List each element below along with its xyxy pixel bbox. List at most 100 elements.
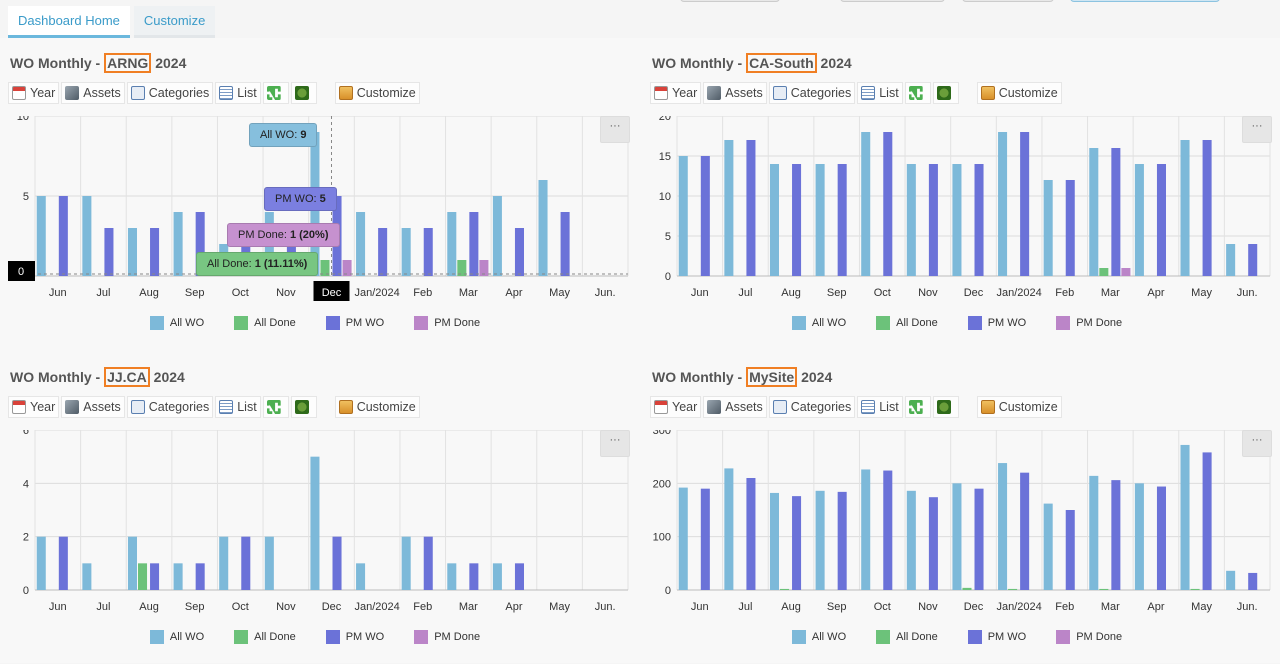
bar-all-wo[interactable] [447, 563, 457, 590]
bar-pm-wo[interactable] [1111, 148, 1121, 276]
bar-all-wo[interactable] [492, 563, 502, 590]
chart-menu-button[interactable]: ··· [1242, 116, 1272, 143]
bar-pm-wo[interactable] [1020, 472, 1030, 590]
bar-all-wo[interactable] [724, 468, 734, 590]
assets-button[interactable]: Assets [61, 82, 125, 104]
legend-item-pm-done[interactable]: PM Done [1056, 630, 1122, 644]
bar-all-wo[interactable] [769, 164, 780, 276]
bar-pm-done[interactable] [479, 260, 489, 276]
bar-pm-wo[interactable] [514, 228, 524, 276]
bar-all-wo[interactable] [998, 132, 1008, 276]
bar-pm-wo[interactable] [195, 212, 205, 276]
bar-all-wo[interactable] [127, 228, 138, 276]
bar-all-wo[interactable] [952, 164, 962, 276]
bar-pm-wo[interactable] [1065, 180, 1075, 276]
bar-all-wo[interactable] [1043, 503, 1053, 590]
bar-pm-wo[interactable] [1111, 480, 1121, 590]
categories-button[interactable]: Categories [768, 396, 856, 418]
year-button[interactable]: Year [8, 82, 60, 104]
bar-all-done[interactable] [1099, 268, 1109, 276]
bar-pm-wo[interactable] [700, 488, 710, 590]
bar-pm-wo[interactable] [837, 491, 847, 590]
list-button[interactable]: List [215, 396, 261, 418]
bar-all-wo[interactable] [219, 536, 229, 590]
bar-pm-wo[interactable] [1248, 572, 1258, 590]
bar-chart[interactable]: 0 100 200 300 Jun Jul Aug Sep Oct Nov Dec Jan/2024 F… [650, 430, 1272, 615]
bar-all-done[interactable] [962, 587, 972, 590]
bar-pm-wo[interactable] [423, 536, 433, 590]
bar-all-wo[interactable] [1180, 140, 1190, 276]
top-button-1[interactable] [680, 0, 780, 2]
bar-pm-wo[interactable] [974, 164, 984, 276]
bar-all-wo[interactable] [815, 164, 825, 276]
bar-pm-done[interactable] [1121, 268, 1131, 276]
year-button[interactable]: Year [8, 396, 60, 418]
bar-all-wo[interactable] [815, 490, 825, 590]
bar-all-wo[interactable] [724, 140, 734, 276]
bar-pm-wo[interactable] [1202, 140, 1212, 276]
assets-button[interactable]: Assets [703, 82, 767, 104]
assets-button[interactable]: Assets [703, 396, 767, 418]
expand-button[interactable] [262, 82, 289, 104]
top-button-2[interactable] [840, 0, 945, 2]
categories-button[interactable]: Categories [126, 82, 214, 104]
categories-button[interactable]: Categories [768, 82, 856, 104]
refresh-button[interactable] [932, 396, 959, 418]
bar-pm-wo[interactable] [883, 132, 893, 276]
chart-menu-button[interactable]: ··· [600, 430, 630, 457]
bar-pm-wo[interactable] [837, 164, 847, 276]
expand-button[interactable] [904, 82, 931, 104]
bar-all-wo[interactable] [310, 456, 320, 590]
assets-button[interactable]: Assets [61, 396, 125, 418]
bar-all-done[interactable] [138, 563, 148, 590]
bar-all-wo[interactable] [769, 492, 780, 590]
bar-all-wo[interactable] [82, 196, 92, 276]
bar-all-wo[interactable] [1043, 180, 1053, 276]
refresh-button[interactable] [932, 82, 959, 104]
categories-button[interactable]: Categories [126, 396, 214, 418]
bar-all-wo[interactable] [678, 156, 688, 276]
legend-item-pm-done[interactable]: PM Done [1056, 316, 1122, 330]
bar-pm-wo[interactable] [883, 470, 893, 590]
bar-all-done[interactable] [780, 588, 790, 590]
chart-menu-button[interactable]: ··· [600, 116, 630, 143]
legend-item-all-done[interactable]: All Done [234, 630, 296, 644]
bar-all-wo[interactable] [1089, 475, 1099, 590]
bar-pm-wo[interactable] [792, 164, 802, 276]
legend-item-pm-done[interactable]: PM Done [414, 630, 480, 644]
bar-all-done[interactable] [1190, 588, 1200, 590]
bar-all-done[interactable] [1008, 588, 1018, 590]
bar-pm-wo[interactable] [928, 164, 938, 276]
bar-all-wo[interactable] [356, 563, 366, 590]
bar-all-wo[interactable] [1134, 483, 1144, 590]
bar-all-wo[interactable] [82, 563, 92, 590]
legend-item-all-wo[interactable]: All WO [791, 630, 846, 644]
refresh-button[interactable] [290, 82, 317, 104]
bar-pm-wo[interactable] [150, 228, 160, 276]
list-button[interactable]: List [215, 82, 261, 104]
bar-all-wo[interactable] [1180, 444, 1190, 590]
bar-pm-wo[interactable] [928, 497, 938, 590]
bar-all-wo[interactable] [36, 196, 46, 276]
bar-pm-wo[interactable] [1020, 132, 1030, 276]
bar-all-wo[interactable] [906, 490, 916, 590]
customize-button[interactable]: Customize [976, 82, 1062, 104]
bar-pm-wo[interactable] [150, 563, 160, 590]
bar-all-done[interactable] [457, 260, 467, 276]
legend-item-all-wo[interactable]: All WO [149, 316, 204, 330]
bar-chart[interactable]: 0 2 4 6 Jun Jul Aug Sep Oct Nov Dec Jan/2024 Feb Mar A… [8, 430, 630, 615]
bar-all-wo[interactable] [538, 180, 548, 276]
bar-pm-wo[interactable] [378, 228, 388, 276]
bar-pm-wo[interactable] [560, 212, 570, 276]
bar-all-wo[interactable] [264, 536, 274, 590]
bar-pm-wo[interactable] [1248, 244, 1258, 276]
list-button[interactable]: List [857, 82, 903, 104]
bar-pm-done[interactable] [342, 260, 352, 276]
bar-all-wo[interactable] [356, 212, 366, 276]
bar-pm-wo[interactable] [700, 156, 710, 276]
customize-button[interactable]: Customize [334, 396, 420, 418]
tab-dashboard-home[interactable]: Dashboard Home [8, 6, 130, 38]
legend-item-all-wo[interactable]: All WO [791, 316, 846, 330]
legend-item-all-done[interactable]: All Done [234, 316, 296, 330]
bar-all-wo[interactable] [401, 228, 411, 276]
